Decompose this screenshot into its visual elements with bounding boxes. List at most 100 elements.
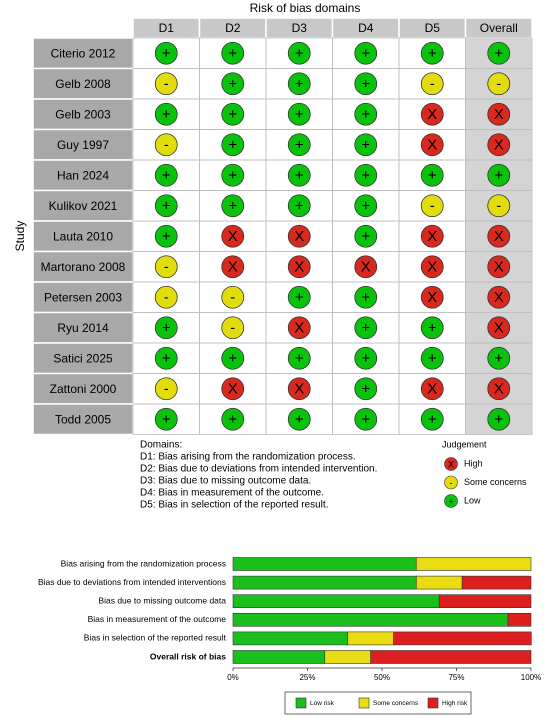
judgement-dot (154, 102, 178, 126)
judgement-dot (487, 102, 511, 126)
legend-box (284, 691, 472, 715)
legend-symbol: + (448, 496, 453, 506)
study-cell (32, 311, 134, 344)
study-name: Martorano 2008 (41, 260, 126, 274)
judgement-symbol: X (494, 381, 504, 398)
category-label: Bias due to missing outcome data (98, 595, 226, 605)
judgement-dot (221, 41, 245, 65)
column-header: D3 (292, 21, 308, 35)
judgement-symbol: - (164, 137, 169, 154)
category-label: Bias in measurement of the outcome (88, 614, 227, 624)
study-name: Kulikov 2021 (49, 199, 118, 213)
judgement-symbol: + (295, 137, 304, 154)
judgement-symbol: + (295, 289, 304, 306)
judgement-symbol: X (427, 106, 437, 123)
judgement-dot (354, 133, 378, 157)
study-name: Gelb 2008 (55, 77, 111, 91)
judgement-dot (354, 194, 378, 218)
judgement-symbol: + (361, 45, 370, 62)
judgement-dot (420, 285, 444, 309)
judgement-dot (487, 285, 511, 309)
judgement-symbol: + (494, 411, 503, 428)
judgement-symbol: + (162, 167, 171, 184)
study-name: Ryu 2014 (57, 321, 109, 335)
judgement-symbol: X (494, 289, 504, 306)
category-label: Overall risk of bias (150, 651, 226, 661)
judgement-symbol: + (494, 350, 503, 367)
legend-title: Judgement (442, 439, 487, 449)
judgement-dot (420, 163, 444, 187)
judgement-dot (287, 41, 311, 65)
judgement-dot (221, 316, 245, 340)
judgement-symbol: + (428, 411, 437, 428)
judgement-dot (487, 224, 511, 248)
judgement-symbol: + (162, 350, 171, 367)
judgement-dot (420, 72, 444, 96)
legend-label: High (464, 458, 483, 468)
judgement-dot (420, 346, 444, 370)
study-name: Lauta 2010 (53, 229, 113, 243)
study-cell (32, 281, 134, 314)
judgement-dot (287, 407, 311, 431)
judgement-symbol: + (228, 76, 237, 93)
legend-label: High risk (442, 700, 468, 707)
legend-label: Some concerns (464, 477, 527, 487)
column-header: D4 (358, 21, 374, 35)
judgement-symbol: + (228, 106, 237, 123)
judgement-symbol: + (428, 167, 437, 184)
legend-label: Low (464, 495, 481, 505)
bar-segment (370, 650, 532, 664)
judgement-dot (154, 133, 178, 157)
judgement-dot (221, 407, 245, 431)
x-tick-label: 100% (521, 673, 541, 682)
judgement-symbol: - (164, 76, 169, 93)
judgement-symbol: + (228, 198, 237, 215)
judgement-dot (221, 102, 245, 126)
judgement-dot (221, 377, 245, 401)
judgement-dot (420, 316, 444, 340)
study-name: Citerio 2012 (51, 46, 116, 60)
judgement-symbol: + (494, 45, 503, 62)
judgement-dot (287, 163, 311, 187)
bar-segment (232, 612, 509, 627)
category-label: Bias due to deviations from intended int… (38, 577, 226, 587)
judgement-dot (420, 224, 444, 248)
judgement-dot (354, 316, 378, 340)
judgement-symbol: + (428, 320, 437, 337)
x-tick-label: 75% (448, 673, 464, 682)
judgement-dot (154, 377, 178, 401)
bar-segment (393, 631, 532, 646)
judgement-dot (287, 133, 311, 157)
bar-segment (232, 575, 417, 590)
judgement-symbol: X (494, 106, 504, 123)
judgement-symbol: + (428, 45, 437, 62)
judgement-symbol: - (496, 198, 501, 215)
legend-symbol: - (450, 478, 453, 488)
judgement-symbol: X (294, 320, 304, 337)
judgement-symbol: X (294, 228, 304, 245)
judgement-dot (287, 224, 311, 248)
judgement-symbol: X (494, 137, 504, 154)
judgement-symbol: + (228, 350, 237, 367)
judgement-symbol: X (494, 259, 504, 276)
column-header: Overall (480, 21, 518, 35)
legend-swatch (358, 697, 370, 709)
judgement-dot (420, 102, 444, 126)
judgement-symbol: + (228, 411, 237, 428)
judgement-symbol: + (361, 198, 370, 215)
judgement-dot (287, 285, 311, 309)
judgement-dot (420, 133, 444, 157)
bar-segment (347, 631, 394, 646)
judgement-dot (154, 346, 178, 370)
legend-swatch (295, 697, 307, 709)
study-cell (32, 250, 134, 283)
bar-segment (232, 631, 349, 646)
judgement-dot (221, 72, 245, 96)
legend-label: Some concerns (373, 700, 419, 707)
judgement-dot (221, 255, 245, 279)
judgement-dot (154, 224, 178, 248)
x-tick-label: 0% (227, 673, 239, 682)
bar-segment (232, 650, 326, 664)
judgement-dot (287, 377, 311, 401)
judgement-dot (354, 41, 378, 65)
